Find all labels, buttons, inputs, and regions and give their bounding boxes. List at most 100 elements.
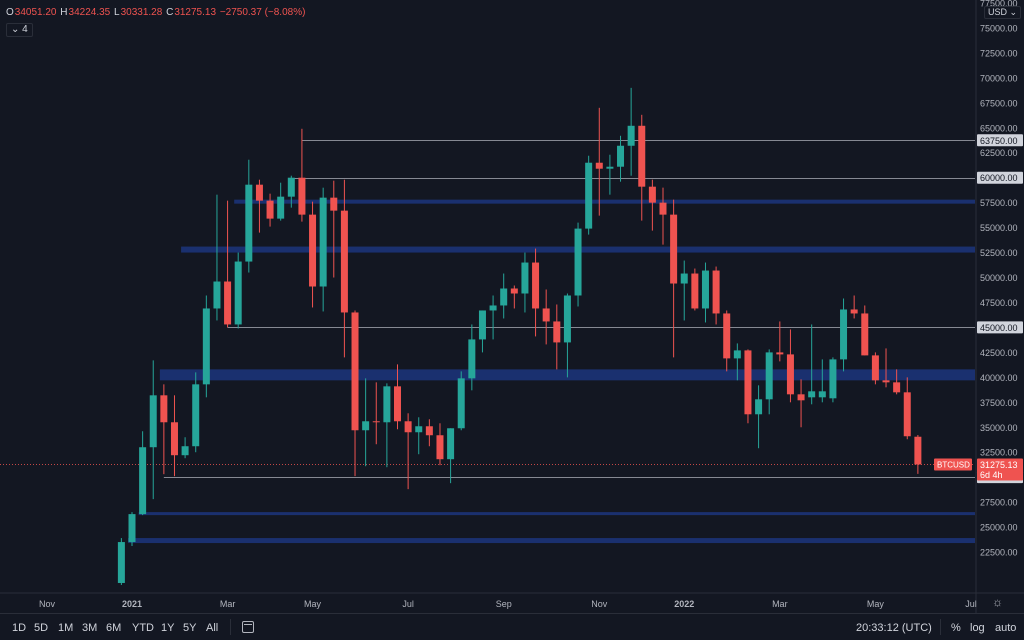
y-tick-label: 35000.00 xyxy=(980,423,1018,433)
candle-body-up xyxy=(489,305,497,311)
level-price-tag-label: 63750.00 xyxy=(980,136,1018,146)
candle-body-up xyxy=(319,197,327,287)
candle-body-down xyxy=(404,421,412,433)
y-tick-label: 25000.00 xyxy=(980,523,1018,533)
candle-body-up xyxy=(521,262,529,294)
range-button-1m[interactable]: 1M xyxy=(58,622,74,634)
open-label: O xyxy=(6,7,14,18)
last-price-tag xyxy=(977,458,1023,481)
calendar-icon[interactable] xyxy=(242,621,254,633)
percent-scale-toggle[interactable]: % xyxy=(951,622,961,634)
candle-body-down xyxy=(425,426,433,436)
candle-body-down xyxy=(542,308,550,322)
level-price-tag xyxy=(977,321,1023,334)
range-button-6m[interactable]: 6M xyxy=(106,622,122,634)
y-tick-label: 27500.00 xyxy=(980,498,1018,508)
candle-body-down xyxy=(553,321,561,343)
open-value: 34051.20 xyxy=(14,7,57,18)
y-tick-label: 32500.00 xyxy=(980,448,1018,458)
candle-body-down xyxy=(255,184,263,201)
chevron-down-icon: ⌄ xyxy=(11,24,20,35)
candle-body-up xyxy=(585,162,593,229)
candle-body-up xyxy=(181,446,189,456)
y-tick-label: 77500.00 xyxy=(980,0,1018,9)
candle-body-up xyxy=(808,391,816,398)
level-price-tag-label: 60000.00 xyxy=(980,173,1018,183)
candle-body-down xyxy=(436,435,444,460)
candle-body-down xyxy=(351,312,359,431)
candle-body-down xyxy=(298,177,306,215)
level-price-tag xyxy=(977,134,1023,147)
toolbar-divider xyxy=(230,619,231,635)
x-tick-label: Sep xyxy=(496,599,512,609)
candle-body-down xyxy=(903,392,911,437)
candle-body-down xyxy=(893,382,901,393)
range-button-all[interactable]: All xyxy=(206,622,219,634)
candle-body-up xyxy=(117,542,125,583)
candle-body-up xyxy=(606,166,614,169)
close-value: 31275.13 xyxy=(174,7,217,18)
candle-body-down xyxy=(532,262,540,309)
candle-body-up xyxy=(287,177,295,197)
x-tick-label: Jul xyxy=(402,599,414,609)
candle-body-down xyxy=(871,355,879,381)
candle-body-down xyxy=(712,270,720,314)
candle-body-up xyxy=(627,125,635,146)
range-button-5y[interactable]: 5Y xyxy=(183,622,197,634)
candle-body-up xyxy=(818,391,826,398)
candle-body-down xyxy=(595,162,603,169)
y-tick-label: 52500.00 xyxy=(980,248,1018,258)
candle-body-up xyxy=(128,514,136,543)
candle-body-down xyxy=(372,421,380,423)
currency-select[interactable]: USD ⌄ xyxy=(984,6,1022,19)
candle-body-down xyxy=(340,210,348,313)
auto-scale-toggle[interactable]: auto xyxy=(995,622,1017,634)
candle-body-down xyxy=(786,354,794,395)
x-tick-label: 2022 xyxy=(674,599,694,609)
support-resistance-zone xyxy=(138,512,975,516)
y-tick-label: 47500.00 xyxy=(980,298,1018,308)
candle-body-up xyxy=(149,395,157,448)
y-tick-label: 75000.00 xyxy=(980,23,1018,33)
x-tick-label: Jul xyxy=(965,599,977,609)
support-resistance-zone xyxy=(234,199,975,204)
gear-icon[interactable]: ☼ xyxy=(992,595,1003,609)
candle-body-down xyxy=(510,288,518,294)
log-scale-toggle[interactable]: log xyxy=(970,622,985,634)
candle-body-down xyxy=(648,186,656,203)
candle-body-down xyxy=(330,197,338,211)
y-tick-label: 57500.00 xyxy=(980,198,1018,208)
candle-body-up xyxy=(234,261,242,325)
range-button-1y[interactable]: 1Y xyxy=(161,622,175,634)
close-label: C xyxy=(166,7,174,18)
y-tick-label: 50000.00 xyxy=(980,273,1018,283)
y-tick-label: 67500.00 xyxy=(980,98,1018,108)
y-tick-label: 37500.00 xyxy=(980,398,1018,408)
candle-body-up xyxy=(617,145,625,167)
candle-body-up xyxy=(362,421,370,431)
candle-body-down xyxy=(850,309,858,314)
candle-body-up xyxy=(139,447,147,515)
candle-body-down xyxy=(723,313,731,359)
candle-body-down xyxy=(914,436,922,465)
level-price-tag-label: 45000.00 xyxy=(980,323,1018,333)
indicators-toggle[interactable]: ⌄ 4 xyxy=(6,23,33,37)
range-button-ytd[interactable]: YTD xyxy=(132,622,154,634)
candle-body-up xyxy=(415,426,423,433)
candle-body-down xyxy=(882,380,890,383)
candle-body-up xyxy=(447,428,455,460)
y-tick-label: 72500.00 xyxy=(980,48,1018,58)
utc-clock[interactable]: 20:33:12 (UTC) xyxy=(856,622,932,634)
candle-body-down xyxy=(776,352,784,355)
candle-body-down xyxy=(224,281,232,325)
candle-body-up xyxy=(478,310,486,340)
range-button-1d[interactable]: 1D xyxy=(12,622,27,634)
range-button-5d[interactable]: 5D xyxy=(34,622,49,634)
low-value: 30331.28 xyxy=(120,7,163,18)
candle-body-down xyxy=(638,125,646,187)
range-button-3m[interactable]: 3M xyxy=(82,622,98,634)
candle-body-down xyxy=(797,394,805,401)
candle-body-up xyxy=(202,308,210,385)
level-price-tag xyxy=(977,171,1023,184)
